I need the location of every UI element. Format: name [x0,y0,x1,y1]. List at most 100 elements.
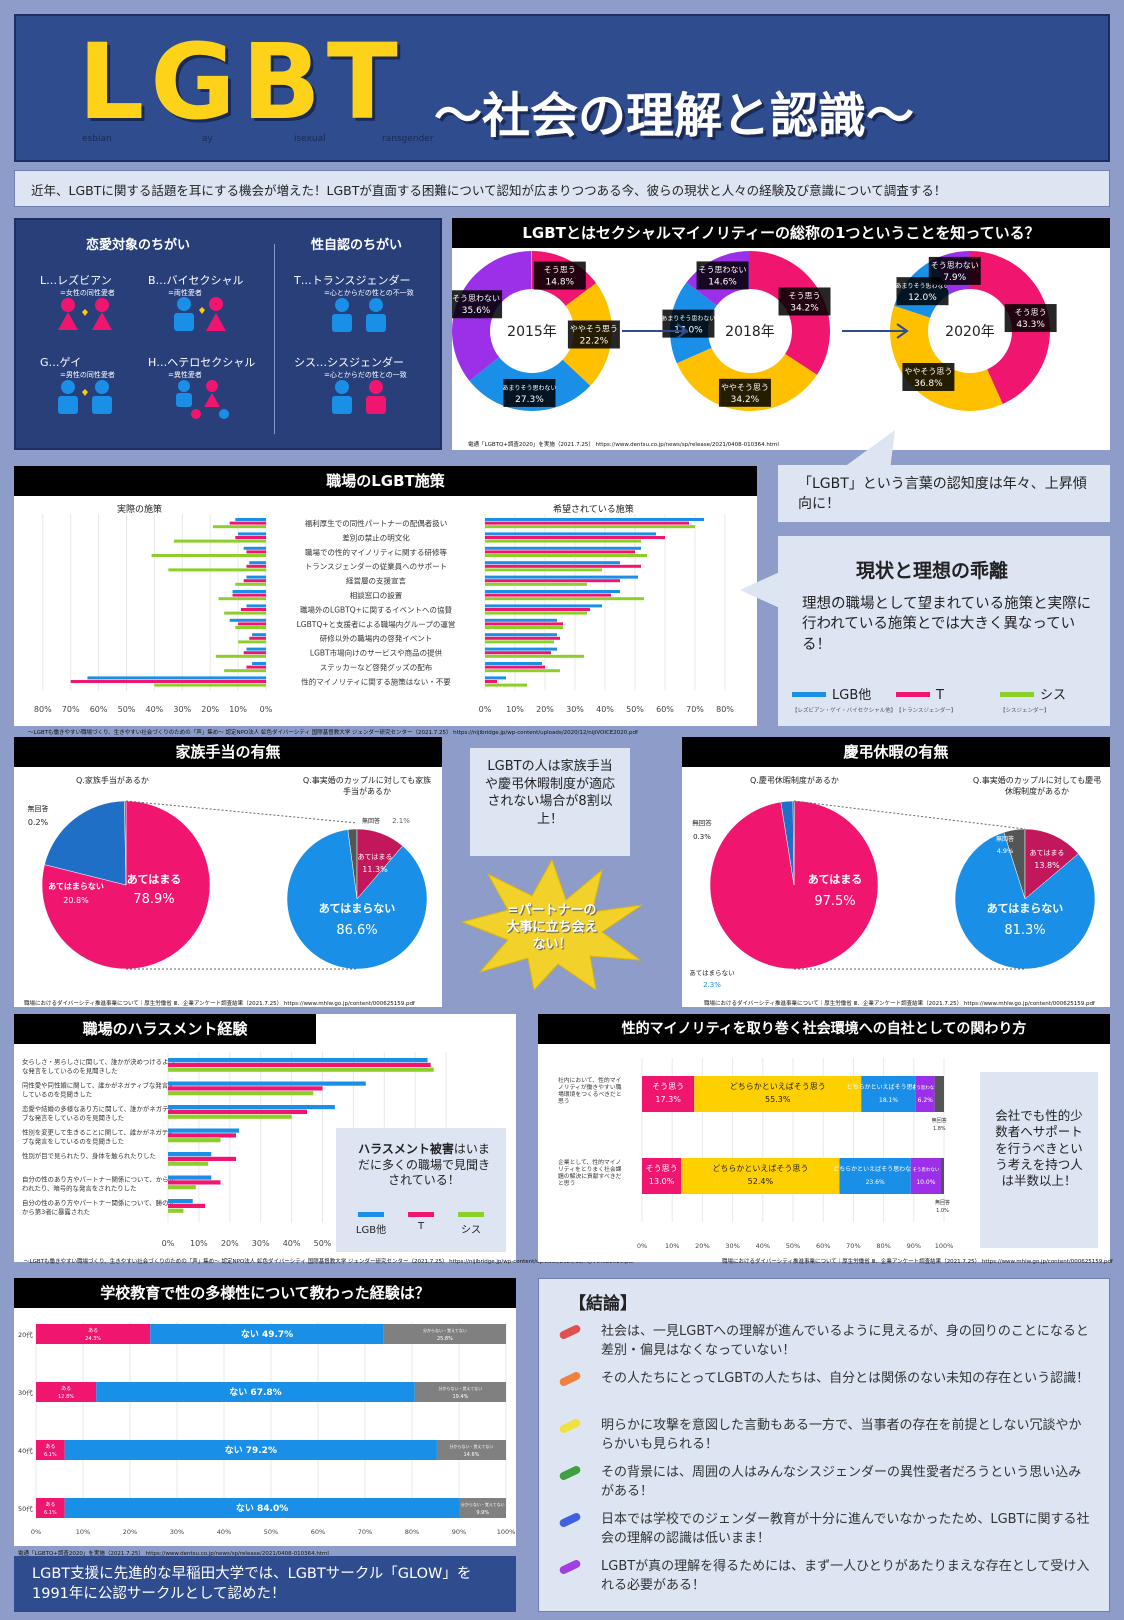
policy-category-4: 経営層の支援宣言 [346,576,406,586]
leave-pie2-label-0: あてはまる [1030,849,1065,857]
policy-desired-bar-0-5 [485,590,620,593]
conclusion-text: 社会は、一見LGBTへの理解が進んでいるように見えるが、身の回りのことになると差… [601,1324,1089,1358]
society-source: 職場におけるダイバーシティ推進事業について｜厚生労働省 Ⅲ．企業アンケート調査結… [722,1259,1113,1265]
donut-2-label-1: ややそう思う [904,367,952,376]
donut-1-value-2: 17.0% [674,326,703,336]
policy-actual-bar-0-11 [87,676,266,680]
family-pie1-value-1: 20.8% [63,896,89,905]
policy-category-0: 福利厚生での同性パートナーの配偶者扱い [305,518,448,528]
leave-pie2-label-1: あてはまらない [987,902,1064,915]
harass-bar-0-1 [168,1081,366,1086]
legend-sub: 【レズビアン・ゲイ・バイセクシャル他】 [792,708,897,714]
policy-actual-bar-2-9 [215,654,266,658]
conclusion-text: 明らかに攻撃を意図した言動もある一方で、当事者の存在を前提としない冗談やからかい… [601,1418,1082,1452]
edu-seg-label-3-1: ない 84.0% [236,1503,288,1514]
policy-actual-bar-0-8 [252,633,266,637]
harass-callout-body: はいまだに多くの職場で見聞きされている！ [357,1142,490,1188]
policy-actual-bar-1-1 [235,536,266,539]
policy-actual-bar-2-0 [212,525,266,529]
soc-tick-4: 40% [756,1242,770,1250]
crayon-icon [558,1558,582,1576]
policy-actual-bar-0-3 [249,561,266,565]
leave-pie2-label-2: 無回答 [996,835,1014,843]
harass-tick-3: 30% [252,1239,270,1248]
policy-actual-bar-2-6 [224,611,266,615]
logo-sub-l: esbian [82,134,112,144]
legend-label: シス [1040,688,1067,703]
policy-tick-left-7: 10% [229,705,247,714]
people-icons [58,297,386,419]
policy-desired-bar-1-10 [485,665,545,669]
policy-actual-bar-2-8 [238,640,266,644]
policy-actual-bar-1-7 [238,622,266,626]
hetero-icon [176,380,229,419]
policy-desired-bar-1-5 [485,593,611,597]
policy-tick-right-3: 30% [566,705,584,714]
edu-seg-1-2 [414,1382,506,1402]
policy-desired-bar-2-3 [485,568,602,572]
family-pie2-value-0: 11.3% [362,865,388,874]
policy-actual-bar-0-5 [232,590,266,593]
soc-na-value-0: 1.8% [933,1126,946,1132]
donut-2-label-2: あまりそう思わない [895,283,949,290]
policy-desired-bar-0-4 [485,575,638,579]
conclusion-text: その人たちにとってLGBTの人たちは、自分とは関係のない未知の存在という認識！ [601,1371,1090,1386]
crayon-icon [558,1511,582,1529]
harass-bar-1-4 [168,1156,236,1161]
family-pie1-value-2: 0.2% [28,818,49,827]
conclusion-text: 日本では学校でのジェンダー教育が十分に進んでいなかったため、LGBTに関する社会… [601,1512,1090,1546]
harass-bar-2-6 [168,1208,184,1213]
policy-actual-bar-0-6 [246,604,266,608]
soc-tick-5: 50% [786,1242,800,1250]
family-callout: LGBTの人は家族手当や慶弔休暇制度が適応されない場合が8割以上！ [470,748,630,856]
policy-actual-bar-2-3 [168,568,266,572]
definitions-col2-title: 性自認のちがい [311,238,403,253]
policy-tick-left-8: 0% [260,705,273,714]
policy-actual-bar-1-11 [70,680,266,683]
donut-1-label-bg-2 [662,309,715,338]
logo-sub-g: ay [202,134,213,144]
leave-pie2-slice-0 [1024,828,1079,900]
harassment-source: 〜LGBTも働きやすい職場づくり、生きやすい社会づくりのための「声」集め〜 認定… [24,1259,634,1265]
soc-seg-1-4 [940,1158,944,1194]
conclusion-panel: 【結論】 社会は、一見LGBTへの理解が進んでいるように見えるが、身の回りのこと… [538,1278,1110,1612]
leave-pie2-value-0: 13.8% [1034,861,1060,870]
policy-category-1: 差別の禁止の明文化 [342,532,410,542]
family-connector-top [125,800,358,824]
awareness-panel: LGBTとはセクシャルマイノリティーの総称の1つということを知っている？ そう思… [452,218,1110,450]
def-term-g: G…ゲイ [40,356,82,369]
family-title: 家族手当の有無 [14,737,442,767]
policy-desired-bar-1-11 [485,680,497,683]
harass-tick-2: 20% [221,1239,239,1248]
policy-desired-bar-0-1 [485,532,656,536]
leave-pie1-value-0: 97.5% [814,894,855,909]
soc-seg-1-2 [839,1158,911,1194]
harassment-chart: 女らしさ・男らしさに関して、誰かが決めつけるような発言をしているのを見聞きした同… [22,1052,455,1248]
harass-legend-2: シス [446,1212,496,1236]
edu-age-3: 50代 [18,1504,33,1513]
policy-actual-bar-0-9 [246,647,266,651]
leave-pie2-value-2: 4.9% [997,847,1014,855]
policy-actual-bar-2-4 [235,582,266,586]
edu-seg-value-0-0: 24.3% [85,1336,101,1342]
soc-seg-label-0-2: どちらかといえばそう思わない [847,1083,931,1091]
harass-tick-5: 50% [314,1239,332,1248]
harass-category-3-1: ブな発言をしているのを見聞きした [22,1137,124,1146]
soc-row-label-1-1: リティをとりまく社会課 [558,1165,622,1173]
harassment-callout: ハラスメント被害はいまだに多くの職場で見聞きされている！ LGB他 T シス [336,1128,506,1252]
policy-tick-left-6: 20% [201,705,219,714]
condolence-leave-panel: 慶弔休暇の有無 Q.慶弔休暇制度があるか Q.事実婚のカップルに対しても慶弔休暇… [682,737,1110,1007]
soc-na-label-0: 無回答 [932,1117,947,1124]
harass-bar-1-6 [168,1203,206,1208]
transgender-icon [332,298,386,332]
edu-seg-0-2 [383,1324,506,1344]
def-term-h: H…ヘテロセクシャル [148,356,256,369]
policy-actual-bar-0-10 [252,662,266,665]
edu-tick-5: 50% [264,1528,278,1536]
policy-desired-bar-0-10 [485,662,542,665]
policy-actual-bar-2-5 [218,597,266,601]
legend-item-2: シス 【シスジェンダー】 [1000,684,1104,714]
donut-2-segment-1 [890,305,1003,411]
donut-2-label-bg-1 [902,362,955,391]
soc-seg-label-0-0: そう思う [652,1082,684,1091]
